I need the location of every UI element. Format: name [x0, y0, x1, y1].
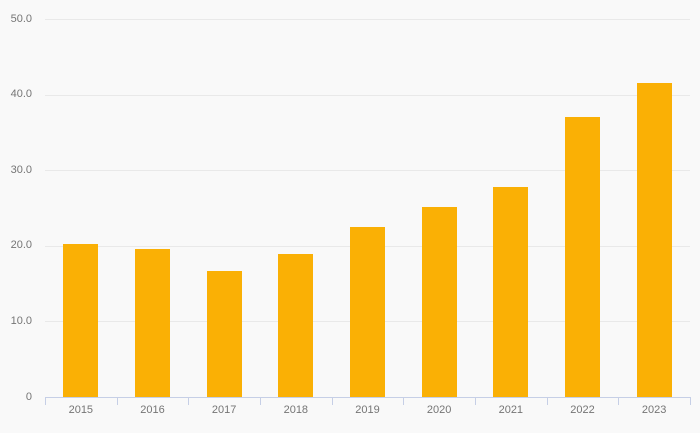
- plot-area: [45, 19, 690, 397]
- x-axis-tick: [260, 397, 261, 405]
- y-axis-label-50.0: 50.0: [10, 12, 32, 25]
- x-axis-tick: [331, 397, 333, 405]
- x-axis-tick: [546, 397, 548, 405]
- x-axis-tick: [116, 397, 118, 405]
- x-axis-line: [45, 397, 691, 398]
- x-axis-label-2017: 2017: [211, 404, 237, 416]
- x-axis-label-2019: 2019: [355, 404, 380, 416]
- gridline-50: [45, 19, 690, 20]
- gridline-40: [45, 94, 690, 96]
- bar-2022: [565, 117, 600, 397]
- y-axis-label-0: 0: [25, 390, 32, 403]
- x-axis-label-2020: 2020: [426, 404, 452, 416]
- bar-2020: [421, 207, 457, 397]
- y-axis-label-30.0: 30.0: [10, 163, 32, 176]
- x-axis-tick: [618, 397, 620, 405]
- x-axis-label-2016: 2016: [140, 404, 165, 416]
- bar-2015: [63, 244, 99, 397]
- y-axis-label-40.0: 40.0: [10, 88, 32, 101]
- x-axis-label-2015: 2015: [68, 404, 94, 416]
- x-axis-tick: [475, 397, 476, 405]
- x-axis-label-2023: 2023: [641, 404, 667, 416]
- x-axis-tick: [45, 397, 46, 405]
- y-axis-label-10.0: 10.0: [10, 314, 32, 327]
- bar-2016: [135, 248, 170, 397]
- y-axis-label-20.0: 20.0: [10, 239, 32, 252]
- bar-2023: [636, 83, 672, 397]
- x-axis-label-2021: 2021: [498, 404, 524, 416]
- bar-2018: [278, 254, 314, 397]
- x-axis-tick: [188, 397, 190, 405]
- bar-2017: [206, 270, 242, 397]
- gridline-30: [45, 170, 690, 172]
- x-axis-label-2018: 2018: [283, 404, 309, 416]
- x-axis-label-2022: 2022: [570, 404, 595, 416]
- bar-2021: [493, 186, 529, 397]
- bar-2019: [350, 226, 385, 397]
- x-axis-tick: [403, 397, 405, 405]
- x-axis-tick: [690, 397, 691, 405]
